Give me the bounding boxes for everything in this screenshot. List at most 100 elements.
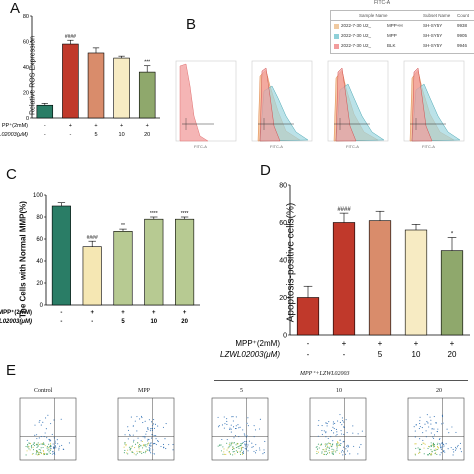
scatter-point [155,435,157,437]
scatter-point [45,417,47,419]
scatter-point [38,452,40,454]
treatment-row2-value: - [91,319,93,325]
scatter-point [148,439,150,441]
scatter-point [331,448,333,450]
scatter-point [234,435,236,437]
scatter-point [440,448,442,450]
scatter-point [414,436,416,438]
scatter-point [441,423,443,425]
scatter-point [237,424,239,426]
legend-subset-2: SH-SY5Y [423,33,443,38]
scatter-point [48,443,50,445]
scatter-point [326,425,328,427]
scatter-point [40,452,42,454]
scatter-point [232,448,234,450]
scatter-point [148,419,150,421]
scatter-point [40,443,42,445]
scatter-point [123,452,125,454]
scatter-point [232,446,234,448]
scatter-point [345,419,347,421]
scatter-point [353,445,355,447]
scatter-point [220,444,222,446]
scatter-point [335,428,337,430]
treatment-row1-value: + [414,339,419,348]
scatter-point [325,454,327,456]
scatter-point [226,418,228,420]
scatter-point [344,453,346,455]
treatment-row2-value: 20 [181,319,188,325]
scatter-point [340,430,342,432]
scatter-point [233,448,235,450]
scatter-point [426,414,428,416]
scatter-group-label: MPP⁺+LZWL02003 [300,371,350,377]
scatter-group-line [214,380,468,381]
scatter-point [451,426,453,428]
scatter-point [127,429,130,431]
scatter-point [430,454,432,456]
scatter-point [150,442,152,444]
scatter-point [316,446,318,448]
bar-mpp-5 [113,231,133,306]
scatter-point [433,444,435,446]
scatter-point [235,425,237,427]
scatter-point [39,420,41,422]
scatter-point [228,446,230,448]
scatter-point [337,441,339,444]
scatter-point [361,430,363,432]
scatter-point [152,449,154,451]
scatter-point [238,436,240,438]
scatter-point [440,447,442,449]
scatter-point [348,445,350,447]
scatter-point [246,446,248,448]
scatter-point [422,432,424,434]
chart-d-ylabel: Apoptosis-positive cells(%) [285,202,297,323]
scatter-point [433,443,436,446]
scatter-point [143,444,145,446]
scatter-point [233,437,235,439]
scatter-point [242,447,244,449]
scatter-point [147,427,149,429]
scatter-point [343,433,345,435]
scatter-point [341,449,343,451]
scatter-point [46,445,48,447]
scatter-point [137,445,140,447]
scatter-point [336,441,339,443]
scatter-point [151,421,153,423]
scatter-point [246,422,248,424]
significance-mark: *** [144,60,150,66]
scatter-point [432,442,435,444]
scatter-point [43,454,45,456]
scatter-point [164,438,166,440]
panel-letter-a: A [10,0,21,17]
scatter-point [339,439,341,441]
scatter-point [337,444,339,446]
scatter-point [133,439,135,441]
scatter-point [32,449,35,451]
scatter-point [228,450,230,453]
significance-mark: #### [65,34,76,40]
bar-mpp [82,246,102,306]
scatter-point [332,443,334,445]
scatter-point [48,446,50,448]
scatter-point [46,437,48,439]
scatter-point [163,447,165,449]
scatter-point [333,432,335,434]
scatter-point [430,419,432,421]
scatter-point [61,444,63,446]
scatter-point [125,444,127,446]
legend-swatch-3 [334,44,339,49]
scatter-point [229,427,231,429]
scatter-point [149,448,151,450]
scatter-point [325,422,327,424]
legend-subset-1: SH-SY5Y [423,23,443,28]
scatter-point [431,451,433,453]
legend-head-subset: Subset Name [423,13,451,18]
scatter-point [438,438,440,441]
scatter-point [241,446,243,448]
scatter-point [429,454,432,456]
scatter-point [430,432,432,434]
scatter-point [132,441,135,443]
scatter-point [126,452,128,454]
scatter-point [424,423,426,425]
scatter-point [435,422,437,424]
